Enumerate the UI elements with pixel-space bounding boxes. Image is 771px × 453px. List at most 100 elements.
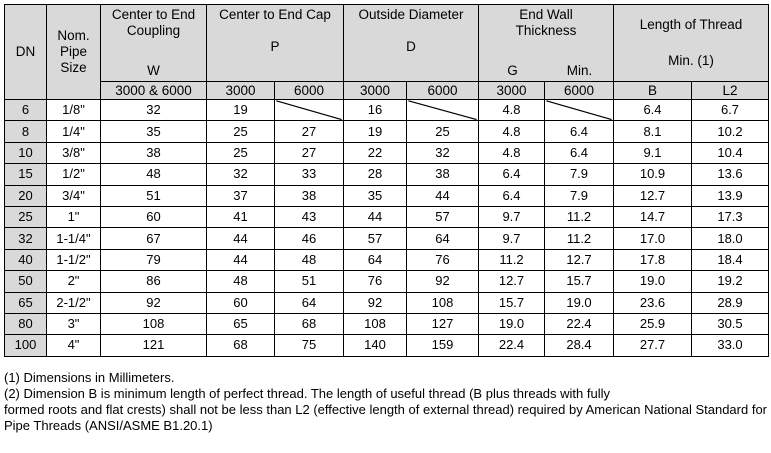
subheader-b: B [613, 81, 692, 100]
cell-thread-b: 23.6 [613, 291, 692, 314]
subheader-l2: L2 [691, 81, 769, 100]
cell-nominal-size: 2-1/2" [46, 291, 101, 314]
cell-od-6000: 76 [406, 248, 479, 272]
table-row: 8 1/4" 35 25 27 19 25 4.8 6.4 8.1 10.2 [4, 120, 769, 143]
cell-thread-l2: 18.4 [691, 248, 769, 272]
cell-thread-b: 17.8 [613, 248, 692, 272]
cell-wall-3000: 11.2 [478, 248, 545, 272]
cell-wall-3000: 15.7 [478, 291, 545, 314]
table-row: 50 2" 86 48 51 76 92 12.7 15.7 19.0 19.2 [4, 270, 769, 293]
table-row: 6 1/8" 32 19 16 4.8 6.4 6.7 [4, 98, 769, 122]
cell-thread-l2: 18.0 [691, 227, 769, 250]
header-outside-diameter: Outside Diameter D [343, 4, 479, 82]
footnote-1: (1) Dimensions in Millimeters. [4, 370, 175, 385]
cell-thread-l2: 10.4 [691, 141, 769, 165]
cell-wall-3000: 12.7 [478, 270, 545, 293]
cell-nominal-size: 3/8" [46, 141, 101, 165]
cell-nominal-size: 1/4" [46, 120, 101, 143]
cell-thread-l2: 13.9 [691, 184, 769, 207]
header-nominal-pipe-size: Nom. Pipe Size [46, 4, 101, 100]
cell-dn: 100 [4, 334, 47, 357]
cell-dn: 32 [4, 227, 47, 250]
cell-dn: 40 [4, 248, 47, 272]
table-row: 32 1-1/4" 67 44 46 57 64 9.7 11.2 17.0 18.0 [4, 227, 769, 250]
thread-subtitle: Min. (1) [668, 53, 714, 68]
cell-od-3000: 22 [343, 141, 407, 165]
cell-cap-3000: 41 [206, 205, 275, 229]
cell-cap-6000: 43 [274, 205, 344, 229]
cell-cap-6000: 48 [274, 248, 344, 272]
cell-thread-b: 10.9 [613, 163, 692, 186]
cell-cap-6000: 51 [274, 270, 344, 293]
cell-thread-b: 27.7 [613, 334, 692, 357]
cell-cap-6000: 64 [274, 291, 344, 314]
cell-cap-3000: 37 [206, 184, 275, 207]
cell-od-3000: 140 [343, 334, 407, 357]
cell-thread-l2: 6.7 [691, 98, 769, 122]
cell-center-to-end-coupling: 38 [100, 141, 207, 165]
header-row: DN Nom. Pipe Size Center to End Coupling… [4, 4, 769, 100]
table-row: 100 4" 121 68 75 140 159 22.4 28.4 27.7 33.0 [4, 334, 769, 357]
cell-od-3000: 19 [343, 120, 407, 143]
cell-wall-3000: 22.4 [478, 334, 545, 357]
cell-center-to-end-coupling: 121 [100, 334, 207, 357]
cell-cap-3000: 25 [206, 120, 275, 143]
cap-title: Center to End Cap [219, 7, 331, 22]
cell-thread-b: 25.9 [613, 312, 692, 336]
footnote-2: (2) Dimension B is minimum length of per… [4, 386, 767, 434]
cell-cap-6000: 68 [274, 312, 344, 336]
cell-thread-b: 12.7 [613, 184, 692, 207]
cell-wall-6000: 28.4 [544, 334, 614, 357]
cell-wall-3000: 6.4 [478, 163, 545, 186]
cell-od-6000: 25 [406, 120, 479, 143]
cell-od-6000: 57 [406, 205, 479, 229]
cell-cap-6000: 46 [274, 227, 344, 250]
cell-cap-3000: 32 [206, 163, 275, 186]
coupling-title: Center to End Coupling [111, 7, 196, 38]
cell-thread-l2: 10.2 [691, 120, 769, 143]
header-end-wall-thickness: End Wall Thickness G Min. [478, 4, 614, 82]
header-center-to-end-coupling: Center to End Coupling W [100, 4, 207, 82]
cell-thread-l2: 17.3 [691, 205, 769, 229]
thread-title: Length of Thread [639, 17, 743, 32]
subheader-p-3000: 3000 [206, 81, 275, 100]
cell-center-to-end-coupling: 67 [100, 227, 207, 250]
wall-symbol-g: G [507, 63, 518, 78]
cell-center-to-end-coupling: 60 [100, 205, 207, 229]
cell-thread-b: 6.4 [613, 98, 692, 122]
cell-nominal-size: 1" [46, 205, 101, 229]
cell-cap-6000: 33 [274, 163, 344, 186]
cell-od-6000: 108 [406, 291, 479, 314]
cell-dn: 8 [4, 120, 47, 143]
table-row: 20 3/4" 51 37 38 35 44 6.4 7.9 12.7 13.9 [4, 184, 769, 207]
cell-wall-6000: 6.4 [544, 141, 614, 165]
cell-cap-3000: 19 [206, 98, 275, 122]
cell-dn: 20 [4, 184, 47, 207]
table-row: 10 3/8" 38 25 27 22 32 4.8 6.4 9.1 10.4 [4, 141, 769, 165]
cell-dn: 25 [4, 205, 47, 229]
cell-cap-3000: 68 [206, 334, 275, 357]
cell-thread-l2: 19.2 [691, 270, 769, 293]
cell-thread-b: 8.1 [613, 120, 692, 143]
cell-od-3000: 35 [343, 184, 407, 207]
cell-dn: 6 [4, 98, 47, 122]
subheader-g-6000: 6000 [544, 81, 614, 100]
cell-wall-3000: 6.4 [478, 184, 545, 207]
cell-nominal-size: 1-1/2" [46, 248, 101, 272]
cell-dn: 80 [4, 312, 47, 336]
cell-wall-6000: 15.7 [544, 270, 614, 293]
cell-thread-b: 9.1 [613, 141, 692, 165]
table-row: 15 1/2" 48 32 33 28 38 6.4 7.9 10.9 13.6 [4, 163, 769, 186]
cell-od-3000: 76 [343, 270, 407, 293]
table-row: 40 1-1/2" 79 44 48 64 76 11.2 12.7 17.8 18.4 [4, 248, 769, 272]
cell-od-3000: 28 [343, 163, 407, 186]
cell-cap-3000: 44 [206, 227, 275, 250]
cell-wall-6000: 19.0 [544, 291, 614, 314]
wall-symbol-min: Min. [566, 63, 593, 78]
table-row: 65 2-1/2" 92 60 64 92 108 15.7 19.0 23.6 28.9 [4, 291, 769, 314]
cell-od-3000: 92 [343, 291, 407, 314]
cell-od-6000: 44 [406, 184, 479, 207]
cell-center-to-end-coupling: 51 [100, 184, 207, 207]
cell-wall-3000: 4.8 [478, 120, 545, 143]
footnote-2-continuation: formed roots and flat crests) shall not … [4, 402, 767, 433]
